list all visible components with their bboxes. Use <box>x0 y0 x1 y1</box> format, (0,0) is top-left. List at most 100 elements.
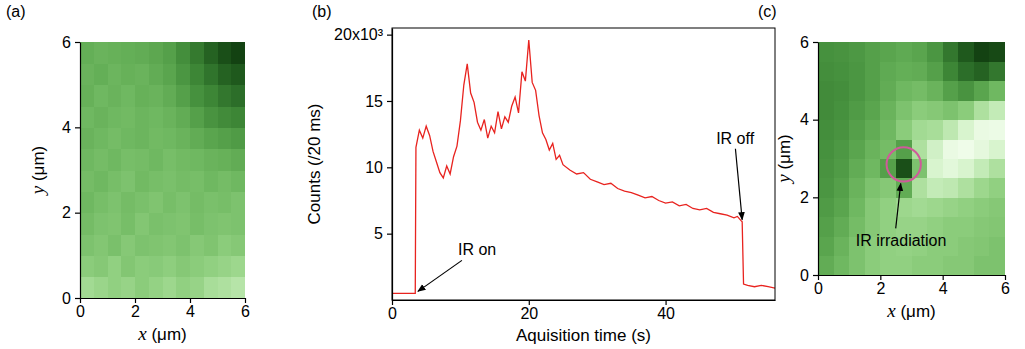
heatmap-cell <box>80 255 94 277</box>
heatmap-cell <box>927 139 943 159</box>
tick: 2 <box>62 204 80 221</box>
tick-mark <box>80 298 81 303</box>
tick-label: 0 <box>814 280 823 297</box>
tick: 2 <box>131 298 140 320</box>
tick: 6 <box>241 298 250 320</box>
heatmap-cell <box>818 139 834 159</box>
heatmap-cell <box>190 234 204 256</box>
heatmap-cell <box>834 81 850 101</box>
heatmap-cell <box>231 213 245 235</box>
heatmap-cell <box>958 197 974 217</box>
heatmap-cell <box>176 106 190 128</box>
heatmap-cell <box>880 197 896 217</box>
panel: 020405101520x10³Aquisition time (s)Count… <box>305 3 776 345</box>
heatmap-cell <box>880 42 896 62</box>
heatmap-cell <box>190 149 204 171</box>
heatmap-cell <box>231 42 245 64</box>
heatmap-cell <box>218 277 232 298</box>
heatmap-cell <box>927 197 943 217</box>
tick-mark <box>813 120 818 121</box>
heatmap-cell <box>149 213 163 235</box>
heatmap-cell <box>204 170 218 192</box>
heatmap-cell <box>974 61 990 81</box>
heatmap-cell <box>218 42 232 64</box>
annotation-arrow <box>735 149 742 220</box>
heatmap-cell <box>927 42 943 62</box>
heatmap-cell <box>121 149 135 171</box>
heatmap-cell <box>218 234 232 256</box>
heatmap-cell <box>204 213 218 235</box>
axis-title: Counts (/20 ms) <box>305 104 324 225</box>
heatmap-cell <box>121 170 135 192</box>
heatmap-cell <box>958 100 974 120</box>
heatmap-cell <box>135 234 149 256</box>
heatmap-cell <box>834 217 850 237</box>
tick-label: 6 <box>1001 280 1010 297</box>
tick-label: 4 <box>186 303 195 320</box>
heatmap-cell <box>818 178 834 198</box>
heatmap-cell <box>121 85 135 107</box>
heatmap-cell <box>176 277 190 298</box>
tick-mark <box>387 234 392 235</box>
heatmap-cell <box>927 61 943 81</box>
y-axis: 0246 <box>800 34 818 284</box>
heatmap-cell <box>958 178 974 198</box>
heatmap-cell <box>958 81 974 101</box>
heatmap-cell <box>135 255 149 277</box>
heatmap-cell <box>943 100 959 120</box>
heatmap-cell <box>943 61 959 81</box>
tick-mark <box>813 197 818 198</box>
tick-mark <box>665 300 666 305</box>
heatmap-cell <box>163 255 177 277</box>
heatmap-cell <box>974 217 990 237</box>
heatmap-cell <box>176 234 190 256</box>
heatmap-cell <box>989 256 1005 275</box>
heatmap-cell <box>163 170 177 192</box>
tick-label: 4 <box>800 111 809 128</box>
heatmap-cell <box>865 120 881 140</box>
heatmap-cell <box>943 42 959 62</box>
heatmap-cell <box>231 191 245 213</box>
heatmap-cell <box>163 85 177 107</box>
heatmap-cell <box>149 149 163 171</box>
heatmap-cell <box>834 236 850 256</box>
heatmap-cell <box>108 106 122 128</box>
heatmap-cell <box>818 61 834 81</box>
tick-label: 6 <box>62 34 71 51</box>
heatmap-cell <box>176 149 190 171</box>
tick: 4 <box>800 111 818 128</box>
heatmap-cell <box>927 100 943 120</box>
heatmap-cell <box>94 277 108 298</box>
y-axis-line <box>80 43 81 299</box>
heatmap-cell <box>989 197 1005 217</box>
heatmap-cell <box>121 191 135 213</box>
heatmap-cell <box>896 61 912 81</box>
heatmap-cell <box>912 120 928 140</box>
tick-label: 6 <box>800 34 809 51</box>
panel-label: (b) <box>312 3 332 20</box>
heatmap-cell <box>989 236 1005 256</box>
heatmap-cell <box>149 106 163 128</box>
annotation: IR off <box>716 130 755 147</box>
heatmap-cell <box>80 149 94 171</box>
data-line <box>392 40 775 293</box>
tick-mark <box>818 275 819 280</box>
heatmap-cell <box>880 61 896 81</box>
heatmap-cell <box>204 127 218 149</box>
tick-mark <box>1005 275 1006 280</box>
heatmap-cell <box>974 42 990 62</box>
tick-mark <box>75 298 80 299</box>
heatmap-cell <box>149 42 163 64</box>
heatmap-cell <box>218 255 232 277</box>
heatmap-cell <box>896 42 912 62</box>
tick-label: 2 <box>800 189 809 206</box>
x-axis-line <box>393 300 776 301</box>
heatmap-cell <box>94 63 108 85</box>
heatmap-cell <box>880 81 896 101</box>
tick-mark <box>813 42 818 43</box>
heatmap-cell <box>94 106 108 128</box>
heatmap-cell <box>896 100 912 120</box>
heatmap-cell <box>865 178 881 198</box>
heatmap-cell <box>190 85 204 107</box>
heatmap-cell <box>108 191 122 213</box>
